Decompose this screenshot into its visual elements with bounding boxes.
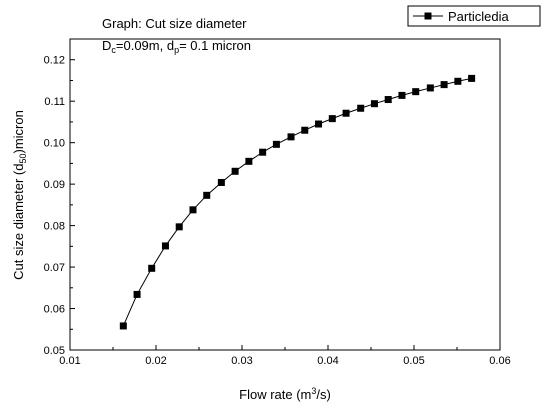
x-tick-label: 0.03 bbox=[231, 355, 252, 367]
data-point-marker bbox=[468, 74, 476, 82]
data-point-marker bbox=[454, 77, 462, 85]
x-axis-label: Flow rate (m3/s) bbox=[239, 386, 331, 402]
data-point-marker bbox=[245, 157, 253, 165]
x-tick-label: 0.06 bbox=[489, 355, 510, 367]
y-tick-label: 0.09 bbox=[44, 179, 65, 191]
data-point-marker bbox=[175, 223, 183, 231]
y-tick-label: 0.08 bbox=[44, 221, 65, 233]
data-point-marker bbox=[426, 84, 434, 92]
legend-label: Particledia bbox=[448, 9, 509, 24]
y-tick-label: 0.10 bbox=[44, 138, 65, 150]
x-tick-label: 0.05 bbox=[403, 355, 424, 367]
data-point-marker bbox=[217, 178, 225, 186]
x-tick-label: 0.01 bbox=[59, 355, 80, 367]
plot-area-frame bbox=[69, 38, 501, 351]
data-point-marker bbox=[231, 167, 239, 175]
data-point-marker bbox=[203, 191, 211, 199]
y-tick-label: 0.07 bbox=[44, 262, 65, 274]
series-line bbox=[122, 77, 472, 327]
data-point-marker bbox=[398, 91, 406, 99]
data-point-marker bbox=[259, 148, 267, 156]
data-point-marker bbox=[370, 100, 378, 108]
data-point-marker bbox=[412, 88, 420, 96]
data-point-marker bbox=[301, 126, 309, 134]
data-point-marker bbox=[133, 290, 141, 298]
data-point-marker bbox=[342, 109, 350, 117]
data-point-marker bbox=[315, 120, 323, 128]
data-point-marker bbox=[287, 133, 295, 141]
data-point-marker bbox=[119, 322, 127, 330]
series-layer bbox=[119, 74, 476, 330]
legend: Particledia bbox=[407, 5, 541, 27]
legend-box bbox=[407, 5, 541, 27]
data-point-marker bbox=[161, 242, 169, 250]
x-tick-label: 0.04 bbox=[317, 355, 338, 367]
x-axis-ticks: 0.01 0.02 0.03 0.04 0.05 0.06 bbox=[59, 345, 511, 367]
data-point-marker bbox=[328, 115, 336, 123]
y-axis-ticks: 0.05 0.06 0.07 0.08 0.09 0.10 0.11 0.12 bbox=[44, 38, 75, 357]
data-point-marker bbox=[272, 140, 280, 148]
y-axis-label: Cut size diameter (d50)micron bbox=[11, 110, 28, 280]
y-tick-label: 0.06 bbox=[44, 304, 65, 316]
chart-annotation-line2: Dc=0.09m, dp= 0.1 micron bbox=[102, 38, 251, 55]
data-point-marker bbox=[189, 206, 197, 214]
chart-annotation-line1: Graph: Cut size diameter bbox=[102, 16, 247, 31]
legend-marker-square bbox=[424, 12, 432, 20]
data-point-marker bbox=[148, 264, 156, 272]
data-point-marker bbox=[440, 81, 448, 89]
y-tick-label: 0.12 bbox=[44, 55, 65, 67]
x-tick-label: 0.02 bbox=[145, 355, 166, 367]
data-point-marker bbox=[357, 104, 365, 112]
y-tick-label: 0.05 bbox=[44, 345, 65, 357]
data-point-marker bbox=[384, 96, 392, 104]
y-tick-label: 0.11 bbox=[44, 96, 65, 108]
